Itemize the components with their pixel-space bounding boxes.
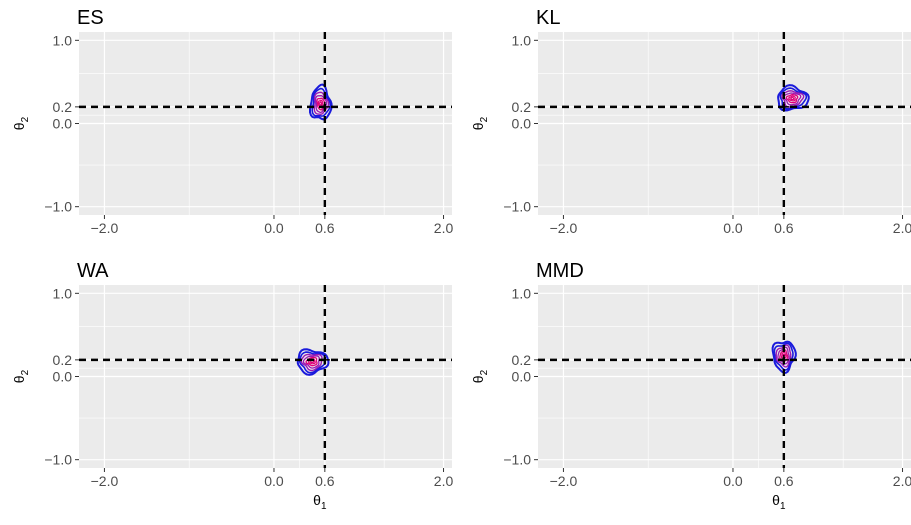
y-tick-label: 0.2 xyxy=(53,352,73,368)
contour-level-2 xyxy=(779,87,808,110)
y-tick-label: 1.0 xyxy=(512,285,532,301)
panel-title: ES xyxy=(77,7,104,29)
y-tick-label: −1.0 xyxy=(44,452,72,468)
y-tick-label: −1.0 xyxy=(503,452,531,468)
y-axis-label: θ2 xyxy=(11,369,31,383)
contour-level-1 xyxy=(771,340,797,374)
contour-level-5 xyxy=(305,356,318,367)
x-tick-label: −2.0 xyxy=(91,220,119,236)
contour-level-1 xyxy=(296,348,330,376)
contour-level-7 xyxy=(319,101,323,106)
contour-level-5 xyxy=(316,97,326,111)
x-axis-label-base: θ xyxy=(772,492,780,508)
y-tick-label: 0.2 xyxy=(53,99,73,115)
y-tick-label: −1.0 xyxy=(503,199,531,215)
density-contours xyxy=(296,348,330,376)
x-axis-label-subscript: 1 xyxy=(780,248,786,259)
x-tick-label: 0.6 xyxy=(315,220,335,236)
y-tick-label: 0.0 xyxy=(53,369,73,385)
y-tick-label: 1.0 xyxy=(512,32,532,48)
density-contours xyxy=(771,340,797,374)
y-axis-label-subscript: 2 xyxy=(479,116,490,122)
y-tick-label: 0.0 xyxy=(512,116,532,132)
y-axis-label: θ2 xyxy=(11,116,31,130)
x-axis-label-base: θ xyxy=(772,239,780,255)
x-tick-label: 0.6 xyxy=(315,473,335,489)
y-tick-label: 0.2 xyxy=(512,352,532,368)
x-axis-label-subscript: 1 xyxy=(780,501,786,512)
x-axis-label-base: θ xyxy=(313,239,321,255)
x-tick-label: −2.0 xyxy=(550,473,578,489)
y-tick-label: 0.2 xyxy=(512,99,532,115)
x-tick-label: 2.0 xyxy=(434,473,454,489)
x-tick-label: −2.0 xyxy=(550,220,578,236)
y-tick-label: 1.0 xyxy=(53,285,73,301)
contour-level-4 xyxy=(302,355,320,369)
x-tick-label: 0.0 xyxy=(264,220,284,236)
x-tick-label: 0.0 xyxy=(264,473,284,489)
y-axis-label: θ2 xyxy=(470,369,490,383)
x-tick-label: 0.0 xyxy=(723,220,743,236)
y-axis-label-base: θ xyxy=(470,375,486,383)
contour-level-2 xyxy=(298,351,326,374)
y-tick-label: 1.0 xyxy=(53,32,73,48)
contour-level-4 xyxy=(777,346,790,365)
x-axis-label: θ1 xyxy=(772,492,786,512)
y-axis-label-subscript: 2 xyxy=(20,369,31,375)
contour-level-7 xyxy=(790,96,795,101)
x-tick-label: 0.6 xyxy=(774,473,794,489)
y-axis-label-subscript: 2 xyxy=(20,116,31,122)
x-tick-label: 0.0 xyxy=(723,473,743,489)
x-tick-label: 2.0 xyxy=(893,220,911,236)
contour-level-1 xyxy=(777,84,810,112)
contour-level-2 xyxy=(773,342,794,371)
y-axis-label-base: θ xyxy=(470,122,486,130)
contour-level-6 xyxy=(788,95,796,102)
x-tick-label: 2.0 xyxy=(434,220,454,236)
y-axis-label-base: θ xyxy=(11,122,27,130)
contour-level-3 xyxy=(775,344,792,368)
y-axis-label: θ2 xyxy=(470,116,490,130)
panel-title: MMD xyxy=(536,260,584,282)
y-tick-label: 0.0 xyxy=(512,369,532,385)
x-axis-label-subscript: 1 xyxy=(321,501,327,512)
y-axis-label-base: θ xyxy=(11,375,27,383)
y-axis-label-subscript: 2 xyxy=(479,369,490,375)
contour-level-4 xyxy=(314,95,328,114)
contour-level-3 xyxy=(300,353,323,372)
y-tick-label: 0.0 xyxy=(53,116,73,132)
x-tick-label: −2.0 xyxy=(91,473,119,489)
y-tick-label: −1.0 xyxy=(44,199,72,215)
x-tick-label: 2.0 xyxy=(893,473,911,489)
x-axis-label: θ1 xyxy=(313,492,327,512)
x-tick-label: 0.6 xyxy=(774,220,794,236)
contour-level-5 xyxy=(785,94,799,104)
panel-title: WA xyxy=(77,260,109,282)
x-axis-label-subscript: 1 xyxy=(321,248,327,259)
panel-title: KL xyxy=(536,7,560,29)
x-axis-label-base: θ xyxy=(313,492,321,508)
